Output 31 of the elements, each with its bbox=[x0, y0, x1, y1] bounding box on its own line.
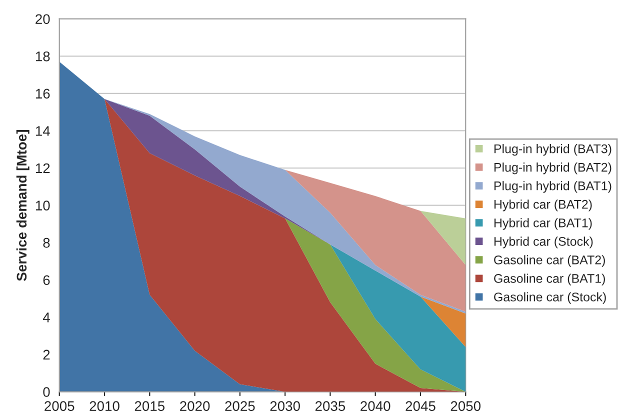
y-tick-label: 18 bbox=[36, 51, 50, 62]
legend-label: Gasoline car (Stock) bbox=[494, 292, 606, 304]
x-tick-label: 2045 bbox=[406, 401, 436, 411]
y-tick-label: 2 bbox=[43, 350, 50, 360]
legend-label: Plug-in hybrid (BAT1) bbox=[494, 181, 612, 193]
legend-label: Hybrid car (BAT1) bbox=[494, 218, 592, 230]
y-tick-label: 0 bbox=[43, 387, 50, 397]
legend-label: Plug-in hybrid (BAT3) bbox=[494, 144, 612, 156]
y-axis-title: Service demand [Mtoe] bbox=[16, 130, 30, 281]
y-tick-label: 8 bbox=[43, 238, 50, 248]
y-tick-label: 16 bbox=[36, 88, 50, 99]
legend-label: Plug-in hybrid (BAT2) bbox=[494, 162, 612, 174]
legend-label: Gasoline car (BAT1) bbox=[494, 274, 605, 286]
x-tick-label: 2010 bbox=[90, 401, 120, 411]
legend-label: Hybrid car (Stock) bbox=[494, 236, 593, 248]
x-tick-label: 2005 bbox=[44, 401, 74, 411]
y-tick-label: 12 bbox=[36, 163, 50, 174]
x-tick-label: 2015 bbox=[134, 401, 165, 411]
y-tick-label: 4 bbox=[42, 312, 50, 322]
legend-label: Hybrid car (BAT2) bbox=[494, 200, 592, 212]
legend-label: Gasoline car (BAT2) bbox=[494, 255, 605, 267]
y-tick-label: 10 bbox=[36, 200, 50, 210]
x-tick-label: 2020 bbox=[180, 401, 210, 411]
y-tick-label: 6 bbox=[43, 275, 50, 286]
x-tick-label: 2035 bbox=[315, 401, 346, 411]
x-tick-label: 2050 bbox=[450, 401, 481, 411]
x-tick-label: 2030 bbox=[270, 401, 300, 411]
y-tick-label: 20 bbox=[36, 14, 50, 24]
y-tick-label: 14 bbox=[36, 126, 50, 136]
x-tick-label: 2040 bbox=[360, 401, 390, 411]
x-tick-label: 2025 bbox=[225, 401, 255, 411]
